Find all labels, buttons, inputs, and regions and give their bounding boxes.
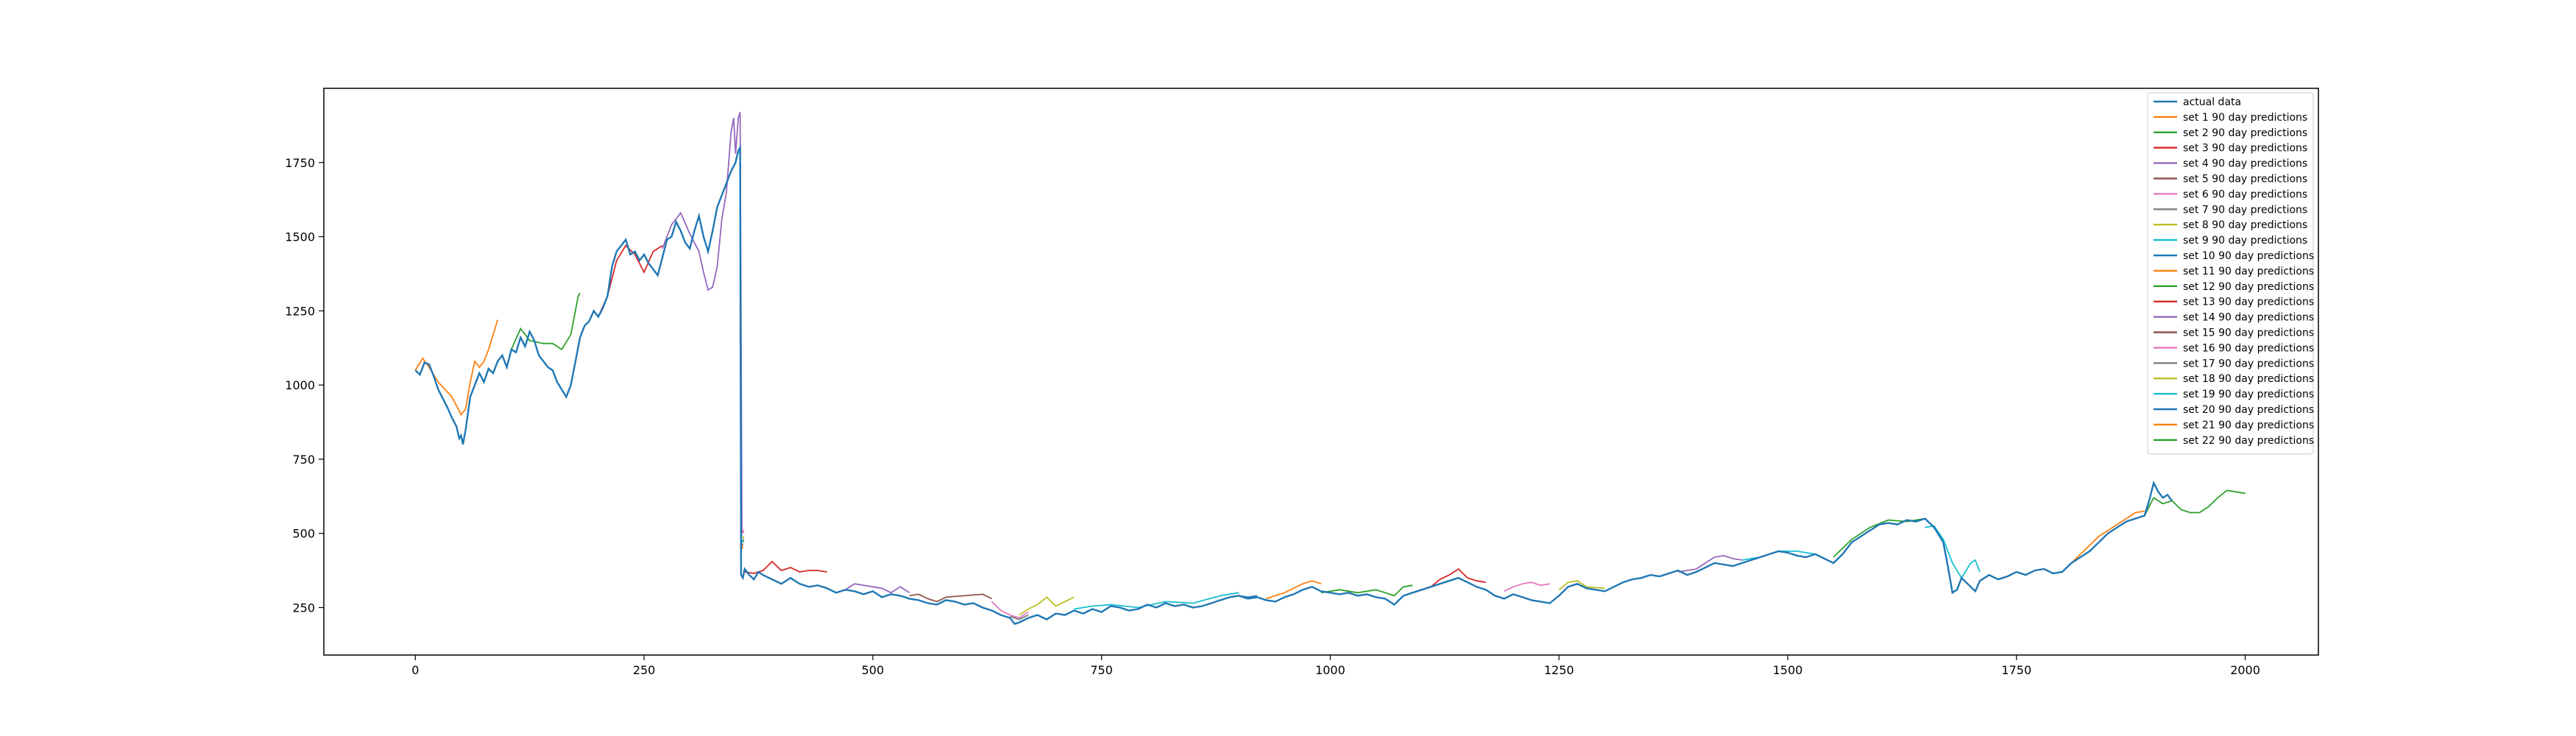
y-tick-label: 250 [292,601,315,615]
legend-label: set 2 90 day predictions [2183,127,2307,139]
x-tick-label: 2000 [2230,663,2260,677]
legend-label: set 16 90 day predictions [2183,342,2314,354]
prediction-line-4 [662,112,743,534]
y-tick-label: 750 [292,453,315,467]
prediction-line-24 [1504,581,1550,592]
legend-label: set 10 90 day predictions [2183,250,2314,262]
legend-label: set 9 90 day predictions [2183,235,2307,247]
legend-label: set 14 90 day predictions [2183,312,2314,324]
legend-box [2147,92,2314,455]
legend-label: set 22 90 day predictions [2183,435,2314,447]
y-tick-label: 1750 [285,156,315,170]
legend-label: set 1 90 day predictions [2183,112,2307,124]
x-tick-label: 1750 [2001,663,2031,677]
actual-data-line [414,144,2173,626]
x-tick-label: 750 [1090,663,1113,677]
legend-label: set 7 90 day predictions [2183,204,2307,216]
x-tick-label: 1000 [1315,663,1345,677]
prediction-line-15 [909,593,992,603]
legend-label: set 20 90 day predictions [2183,404,2314,416]
prediction-line-14 [845,583,910,594]
legend-label: set 11 90 day predictions [2183,266,2314,277]
y-tick-label: 1500 [285,230,315,244]
prediction-line-19 [1074,592,1239,610]
x-tick-label: 1250 [1544,663,1574,677]
legend-label: set 8 90 day predictions [2183,219,2307,231]
prediction-line-25 [1558,580,1605,590]
x-tick-label: 0 [411,663,419,677]
prediction-line-22 [1320,584,1413,597]
legend-label: set 18 90 day predictions [2183,373,2314,385]
x-tick-label: 500 [862,663,885,677]
series-layer [414,112,2246,626]
prediction-line-9 [741,539,744,543]
prediction-line-21 [1266,580,1322,600]
prediction-line-11 [741,545,744,549]
prediction-line-6 [741,527,745,534]
prediction-line-31 [2143,489,2246,516]
prediction-line-26 [1677,554,1742,573]
y-tick-label: 500 [292,527,315,541]
legend-label: actual data [2183,96,2241,108]
prediction-line-2 [510,292,581,351]
y-tick-label: 1250 [285,304,315,318]
x-tick-label: 1500 [1773,663,1803,677]
y-axis: 250 500 750 1000 1250 1500 1750 [285,156,324,615]
legend: actual data set 1 90 day predictions set 2… [2147,92,2314,455]
prediction-line-30 [2062,510,2145,573]
legend-label: set 5 90 day predictions [2183,174,2307,185]
prediction-line-16 [991,601,1029,619]
x-tick-label: 250 [633,663,656,677]
prediction-line-17 [1010,614,1029,620]
plot-frame [323,88,2319,656]
legend-label: set 6 90 day predictions [2183,188,2307,200]
legend-label: set 21 90 day predictions [2183,420,2314,431]
x-axis: 0 250 500 750 1000 1250 1500 1750 2000 [411,655,2260,677]
legend-label: set 15 90 day predictions [2183,328,2314,339]
legend-label: set 3 90 day predictions [2183,143,2307,155]
prediction-line-18 [1019,596,1075,616]
legend-label: set 4 90 day predictions [2183,158,2307,170]
legend-label: set 12 90 day predictions [2183,281,2314,293]
legend-label: set 13 90 day predictions [2183,297,2314,308]
prediction-line-1 [414,319,499,417]
y-tick-label: 1000 [285,378,315,392]
legend-label: set 19 90 day predictions [2183,389,2314,400]
prediction-line-29 [1925,525,1981,579]
legend-label: set 17 90 day predictions [2183,358,2314,369]
prediction-line-23 [1430,567,1486,587]
